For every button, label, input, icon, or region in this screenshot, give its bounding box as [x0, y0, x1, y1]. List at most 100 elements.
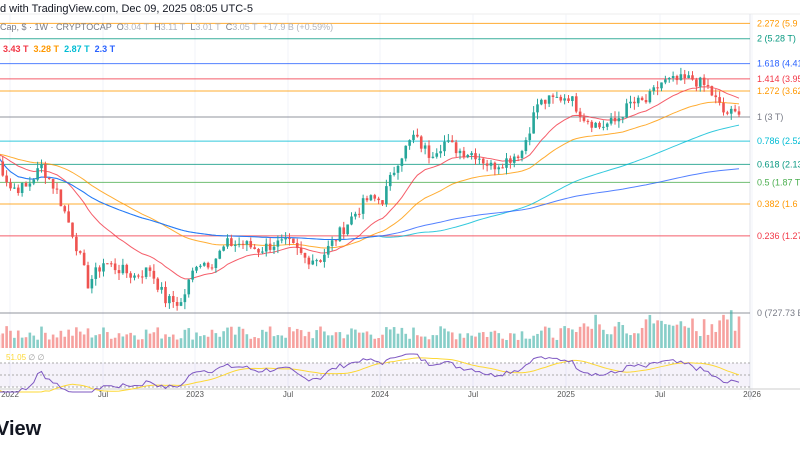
volume-bar	[435, 335, 439, 348]
candle-body	[462, 150, 466, 158]
candle-body	[369, 195, 373, 201]
close-label: C	[225, 22, 233, 32]
volume-bar	[416, 335, 419, 348]
volume-bar	[350, 328, 353, 348]
volume-bar	[319, 326, 322, 348]
candle-body	[214, 258, 218, 269]
candle-body	[307, 257, 311, 265]
close-value: 3.05 T	[232, 22, 258, 32]
candle-body	[629, 101, 632, 104]
candle-body	[493, 162, 497, 170]
volume-bar	[574, 332, 578, 348]
volume-bar	[609, 334, 613, 348]
volume-bar	[540, 330, 543, 348]
candle-body	[497, 167, 501, 170]
volume-bar	[261, 329, 264, 348]
rsi-extra: ∅	[28, 353, 36, 362]
volume-bar	[652, 323, 656, 348]
volume-bar	[582, 323, 586, 348]
volume-bar	[357, 332, 361, 348]
candle-body	[501, 167, 504, 169]
volume-bar	[377, 338, 380, 348]
volume-bar	[1, 333, 5, 348]
candle-body	[94, 267, 98, 279]
candle-body	[20, 183, 24, 194]
volume-bar	[326, 335, 330, 348]
candle-body	[427, 145, 431, 158]
volume-bar	[164, 334, 167, 348]
volume-bar	[447, 331, 450, 348]
volume-bar	[400, 327, 404, 348]
candle-body	[230, 238, 233, 246]
candle-body	[687, 75, 690, 79]
candle-body	[156, 278, 160, 290]
candle-body	[567, 98, 570, 101]
candle-body	[381, 200, 384, 205]
candle-body	[698, 77, 702, 87]
candle-body	[9, 182, 12, 189]
rsi-extra: ∅	[37, 353, 45, 362]
candle-body	[311, 260, 315, 265]
volume-bar	[625, 333, 628, 348]
candle-body	[408, 140, 411, 146]
volume-bar	[253, 337, 256, 348]
volume-bar	[598, 324, 601, 348]
volume-bar	[419, 336, 423, 348]
fib-level-label: 2 (5.28 T)	[757, 34, 796, 44]
candle-body	[47, 178, 51, 180]
candle-body	[288, 238, 291, 240]
volume-bar	[671, 325, 675, 348]
candle-body	[396, 165, 400, 173]
volume-bar	[323, 331, 326, 348]
volume-bar	[590, 328, 594, 348]
candle-body	[183, 294, 187, 303]
volume-bar	[334, 332, 338, 348]
candle-body	[187, 279, 191, 295]
candle-body	[357, 213, 361, 215]
candle-body	[532, 112, 535, 134]
volume-bar	[481, 332, 485, 348]
x-tick-label: Jul	[468, 390, 478, 399]
volume-bar	[20, 337, 24, 348]
volume-bar	[330, 335, 334, 348]
candle-body	[32, 179, 36, 184]
volume-bar	[307, 331, 311, 348]
candle-body	[175, 302, 179, 306]
candle-body	[137, 275, 140, 277]
candle-body	[435, 153, 439, 157]
volume-bar	[509, 333, 512, 348]
candle-body	[233, 244, 237, 246]
candle-body	[373, 195, 377, 199]
candle-body	[656, 87, 659, 89]
volume-bar	[361, 332, 365, 348]
volume-bar	[9, 330, 12, 348]
volume-bar	[722, 314, 725, 348]
volume-bar	[466, 333, 470, 348]
volume-bar	[427, 339, 431, 348]
volume-bar	[346, 334, 349, 348]
volume-bar	[679, 321, 683, 348]
x-tick-label: 2024	[371, 390, 389, 399]
candle-body	[102, 263, 105, 272]
volume-bar	[276, 335, 280, 348]
candle-body	[338, 227, 342, 242]
candle-body	[571, 96, 574, 101]
volume-bar	[137, 339, 140, 348]
volume-bar	[171, 334, 175, 348]
candle-body	[474, 153, 477, 160]
volume-bar	[547, 327, 551, 348]
volume-bar	[423, 336, 427, 348]
volume-bar	[563, 326, 566, 348]
volume-bar	[288, 327, 291, 348]
volume-bar	[404, 333, 408, 348]
volume-bar	[501, 338, 504, 348]
candle-body	[67, 211, 70, 223]
candle-body	[226, 238, 229, 247]
candle-body	[365, 198, 369, 201]
candle-body	[551, 95, 555, 97]
candle-body	[419, 136, 423, 149]
candle-body	[59, 189, 63, 207]
x-tick-label: Jul	[655, 390, 665, 399]
volume-bar	[156, 327, 160, 348]
